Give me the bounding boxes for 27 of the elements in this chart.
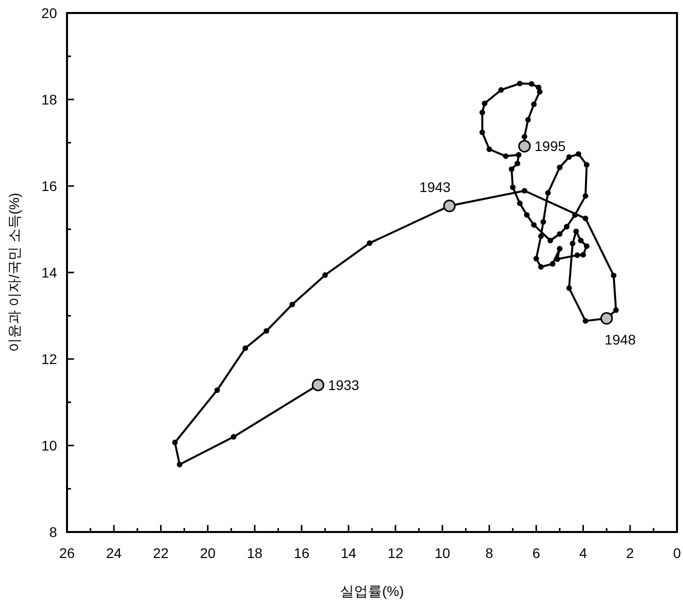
x-tick-label: 16 [294,545,310,561]
x-tick-label: 18 [246,545,263,561]
x-tick-label: 8 [485,545,494,561]
x-tick-label: 20 [200,545,216,561]
annotation: 1948 [604,331,636,348]
x-tick-label: 4 [579,545,588,561]
x-tick-label: 6 [532,545,540,561]
y-tick-label: 8 [49,524,58,540]
x-tick-label: 10 [434,545,450,561]
x-tick-label: 14 [340,545,357,561]
x-tick-label: 22 [153,545,169,561]
x-tick-label: 24 [106,545,122,561]
annotation: 1943 [419,178,451,195]
x-tick-label: 12 [388,545,404,561]
y-tick-label: 18 [41,92,58,108]
x-tick-label: 26 [59,545,75,561]
y-tick-label: 20 [41,5,58,21]
x-tick-label: 0 [673,545,682,561]
y-tick-label: 16 [41,178,58,194]
y-tick-label: 14 [41,264,58,280]
annotation: 1933 [328,376,360,393]
x-axis-title: 실업률(%) [340,583,404,599]
y-tick-label: 10 [41,438,58,454]
annotation: 1995 [534,138,566,154]
y-axis-title: 이윤과 이자/국민 소득(%) [6,192,22,352]
x-tick-label: 2 [626,545,634,561]
y-tick-label: 12 [41,351,58,367]
